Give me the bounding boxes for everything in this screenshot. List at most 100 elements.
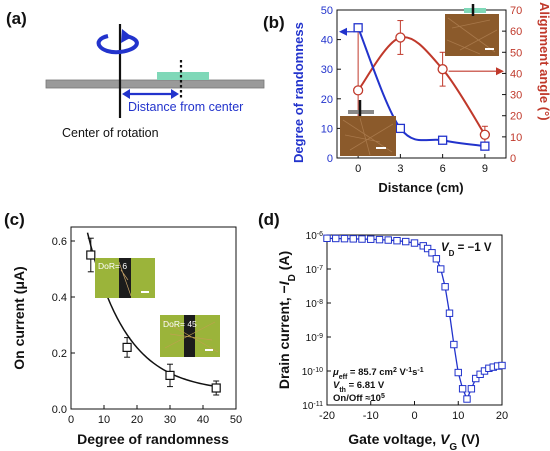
rotation-arrow-icon — [96, 34, 139, 55]
x-tick-label-c: 0 — [68, 414, 74, 426]
transfer-curve-point — [441, 283, 449, 291]
transfer-curve-point — [358, 235, 366, 243]
y-right-tick-label-b: 50 — [510, 47, 522, 59]
alignment-angle-point — [395, 32, 406, 43]
plot-c-data — [86, 232, 221, 396]
randomness-point — [395, 123, 406, 134]
plot-b-ticks — [337, 9, 506, 159]
vth-annotation: Vth = 6.81 V — [333, 380, 385, 394]
transfer-curve-point — [498, 361, 506, 370]
rotation-arrow-head-icon — [121, 29, 132, 43]
x-tick-label-d: 10 — [452, 410, 464, 422]
y-tick-label-d: 10-9 — [306, 333, 323, 345]
substrate — [45, 79, 265, 89]
plot-d-data — [323, 234, 506, 403]
vth-value: = 6.81 V — [346, 380, 385, 391]
plot-b-data — [339, 20, 504, 151]
transfer-curve-point — [402, 237, 410, 246]
panel-d-label: (d) — [258, 210, 280, 229]
mu-sup3: -1 — [417, 367, 423, 374]
y-tick-label-d: 10-8 — [306, 299, 323, 311]
transfer-curve-point — [323, 234, 331, 242]
plot-c-frame — [70, 226, 237, 410]
axis-x-title-d: Gate voltage, VG (V) — [348, 431, 480, 451]
y-tick-label-d: 10-11 — [302, 401, 323, 413]
on-current-point — [86, 250, 96, 260]
x-tick-label-d: -10 — [363, 410, 379, 422]
transfer-curve-point — [332, 234, 340, 243]
y-right-tick-label-b: 40 — [510, 68, 522, 80]
transfer-curve-point — [375, 235, 384, 244]
mu-value: = 85.7 cm — [347, 367, 393, 378]
axis-y-title-d-sub: D — [287, 274, 298, 281]
panel-c-label: (c) — [4, 210, 25, 229]
inset-c-bottom: DoR= 45 — [160, 315, 220, 357]
on-current-fit-line — [86, 232, 220, 388]
transfer-curve-point — [437, 265, 445, 273]
y-right-tick-label-b: 30 — [510, 90, 522, 102]
right-axis-arrow-head-icon — [496, 67, 504, 76]
mu-sup1: 2 — [393, 367, 397, 374]
randomness-point — [480, 141, 490, 151]
randomness-line — [357, 27, 486, 148]
transfer-curve-point — [445, 309, 454, 317]
x-tick-label-b: 0 — [355, 163, 361, 175]
y-left-tick-label-b: 40 — [321, 35, 333, 47]
transfer-curve-point — [393, 236, 401, 245]
x-tick-label-c: 20 — [131, 414, 143, 426]
film-patch — [157, 72, 209, 80]
on-current-point — [122, 342, 132, 352]
axis-y-title-d-text: Drain current, − — [276, 285, 292, 389]
y-right-tick-label-b: 70 — [510, 5, 522, 17]
mu-annotation: μeff = 85.7 cm2 V-1s-1 — [332, 367, 424, 381]
mu-end: s — [412, 367, 417, 378]
transfer-curve-point — [340, 234, 349, 243]
plot-c-tick-labels: 0 10 20 30 40 50 0.0 0.2 0.4 0.6 — [52, 236, 242, 426]
axis-y-title-d: Drain current, −ID (A) — [276, 251, 298, 389]
randomness-point — [353, 23, 363, 33]
distance-arrow-left-head — [122, 89, 130, 99]
y-left-tick-label-b: 0 — [327, 153, 333, 165]
mu-var: μ — [332, 367, 339, 378]
panel-a-label: (a) — [6, 9, 27, 28]
vth-sub: th — [339, 387, 346, 394]
transfer-curve-point — [432, 255, 441, 263]
x-tick-label-d: -20 — [319, 410, 335, 422]
x-tick-label-b: 9 — [482, 163, 488, 175]
transfer-curve-point — [463, 395, 471, 403]
y-tick-label-d: 10-10 — [302, 367, 323, 379]
y-right-tick-label-b: 60 — [510, 26, 522, 38]
onoff-text: On/Off ≈10 — [333, 393, 381, 404]
axis-left-title-b: Degree of randomness — [291, 22, 306, 163]
plot-c-ticks — [70, 240, 237, 410]
panel-b-label: (b) — [263, 13, 285, 32]
y-left-tick-label-b: 20 — [321, 94, 333, 106]
x-tick-label-d: 0 — [411, 410, 417, 422]
panel-d: (d) -20 -10 0 10 20 10-11 10-10 10-9 10-8 10-7 10-… — [258, 210, 508, 451]
y-tick-label-c: 0.6 — [52, 236, 67, 248]
panel-b: (b) 0 3 6 9 0 10 20 30 40 50 0 10 20 30 40 50 60 70 Degre… — [263, 2, 550, 195]
transfer-curve-point — [367, 235, 375, 243]
axis-y-title-c: On current (μA) — [11, 266, 27, 369]
x-tick-label-c: 40 — [197, 414, 209, 426]
axis-y-title-d-var: I — [276, 280, 292, 285]
x-tick-label-c: 50 — [230, 414, 242, 426]
transfer-curve-point — [467, 385, 476, 393]
panel-c: (c) 0 10 20 30 40 50 0.0 0.2 0.4 0.6 DoR= 6 DoR= … — [4, 210, 242, 447]
inset-c-bottom-label: DoR= 45 — [163, 319, 197, 329]
axis-x-title-b: Distance (cm) — [378, 180, 463, 195]
y-tick-label-d: 10-7 — [306, 265, 323, 277]
alignment-angle-line — [357, 36, 486, 136]
transfer-curve-point — [384, 236, 392, 244]
panel-a: (a) Distance from center Center of rotat… — [6, 9, 265, 140]
axis-x-title-d-text: Gate voltage, — [348, 431, 440, 447]
distance-arrow-right-head — [171, 89, 179, 99]
x-tick-label-b: 3 — [397, 163, 403, 175]
vd-sub: D — [449, 249, 455, 258]
alignment-angle-point — [479, 129, 491, 140]
transfer-curve-point — [454, 368, 462, 377]
transfer-curve-point — [458, 385, 467, 393]
y-tick-label-d: 10-6 — [306, 231, 323, 243]
transfer-curve-point — [410, 239, 419, 247]
on-current-point — [165, 370, 175, 380]
